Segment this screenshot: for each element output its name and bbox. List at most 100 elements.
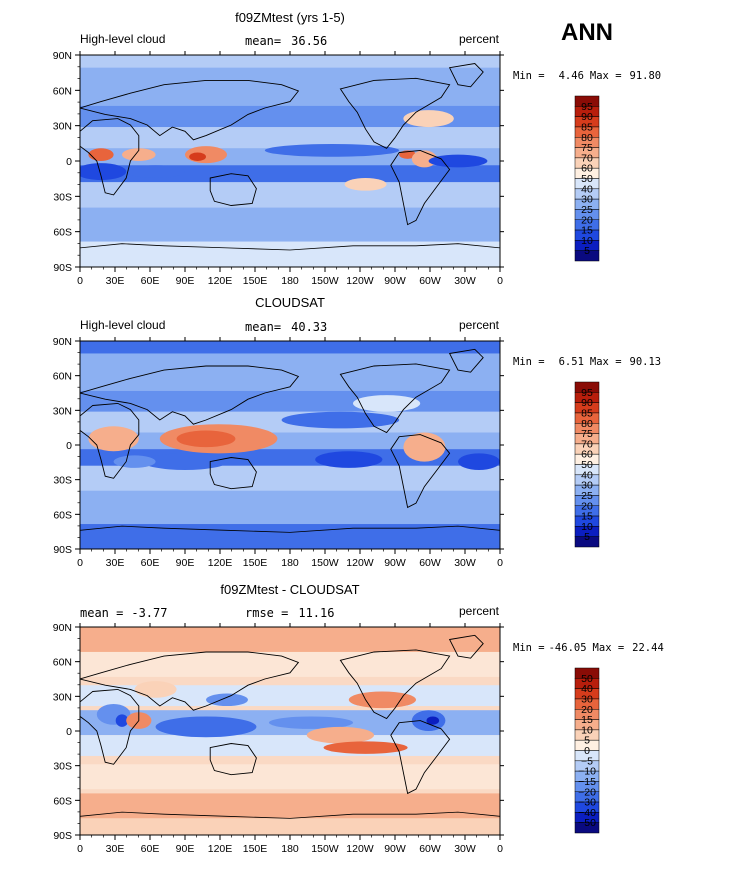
- colorbar-label: 70: [581, 438, 593, 450]
- field-contour: [403, 432, 446, 462]
- colorbar-label: 25: [581, 490, 593, 502]
- x-tick-label: 60W: [419, 275, 441, 287]
- x-tick-label: 30E: [106, 557, 125, 569]
- y-tick-label: 90N: [53, 336, 72, 348]
- field-band: [80, 105, 500, 128]
- x-tick-label: 60W: [419, 557, 441, 569]
- field-contour: [88, 426, 139, 452]
- field-contour: [403, 110, 454, 128]
- x-tick-label: 90E: [176, 843, 195, 855]
- coastline: [448, 348, 484, 373]
- mean-label: mean= 36.56: [245, 34, 327, 48]
- y-tick-label: 60N: [53, 657, 72, 669]
- y-tick-label: 60S: [53, 227, 72, 239]
- coastline: [80, 118, 140, 196]
- colorbar-label: 20: [581, 500, 593, 512]
- field-contour: [155, 716, 257, 738]
- colorbar-label: 5: [584, 531, 590, 543]
- coastline: [339, 77, 451, 149]
- field-band: [80, 793, 500, 819]
- map-area: 0 30E 60E 90E 120E 150E 180 150W 120W 90W 60W 30W 09…: [53, 622, 504, 855]
- variable-label: High-level cloud: [80, 32, 165, 46]
- field-contour: [115, 714, 129, 727]
- x-tick-label: 0: [497, 557, 503, 569]
- field-contour: [143, 453, 227, 470]
- y-tick-label: 30N: [53, 405, 72, 417]
- x-tick-label: 90W: [384, 557, 406, 569]
- x-tick-label: 120E: [208, 275, 233, 287]
- colorbar-label: 75: [581, 142, 593, 154]
- x-tick-label: 150E: [243, 557, 268, 569]
- y-tick-label: 30S: [53, 761, 72, 773]
- y-tick-label: 30N: [53, 121, 72, 133]
- field-contour: [134, 681, 177, 698]
- x-tick-label: 150E: [243, 275, 268, 287]
- field-band: [80, 165, 500, 183]
- colorbar-label: 75: [581, 428, 593, 440]
- y-tick-label: 90S: [53, 262, 72, 274]
- colorbar-label: 10: [581, 521, 593, 533]
- x-tick-label: 90W: [384, 843, 406, 855]
- field-contour: [315, 451, 383, 468]
- colorbar-label: 85: [581, 407, 593, 419]
- season-label: ANN: [561, 19, 613, 46]
- colorbar-label: −20: [578, 786, 596, 798]
- x-tick-label: 180: [281, 275, 299, 287]
- y-tick-label: 90S: [53, 830, 72, 842]
- units-label: percent: [459, 604, 500, 618]
- y-tick-label: 60N: [53, 371, 72, 383]
- panel-observation: CLOUDSAT High-level cloud mean= 40.33 per…: [53, 295, 661, 569]
- coastline: [80, 79, 300, 141]
- y-tick-label: 60S: [53, 795, 72, 807]
- colorbar-label: −50: [578, 817, 596, 829]
- x-tick-label: 120W: [346, 843, 374, 855]
- colorbar-label: −40: [578, 807, 596, 819]
- coastline: [448, 634, 484, 659]
- colorbar-label: 10: [581, 235, 593, 247]
- y-tick-label: 90N: [53, 622, 72, 634]
- x-tick-label: 150W: [311, 275, 339, 287]
- antarctica-coastline: [80, 811, 500, 819]
- colorbar-label: −5: [581, 755, 593, 767]
- field-band: [80, 735, 500, 756]
- colorbar-label: 15: [581, 225, 593, 237]
- coastline: [339, 649, 451, 720]
- colorbar-label: 50: [581, 459, 593, 471]
- colorbar-label: 80: [581, 418, 593, 430]
- colorbar-label: 95: [581, 101, 593, 113]
- field-band: [80, 490, 500, 525]
- coastline: [390, 434, 451, 509]
- panel-title: f09ZMtest (yrs 1-5): [235, 10, 345, 25]
- x-tick-label: 60W: [419, 843, 441, 855]
- colorbar-label: 15: [581, 511, 593, 523]
- field-contour: [348, 691, 416, 709]
- colorbar-label: 20: [581, 704, 593, 716]
- field-band: [80, 818, 500, 835]
- coastline: [339, 363, 451, 434]
- colorbar-label: 60: [581, 163, 593, 175]
- field-contour: [176, 430, 236, 448]
- field-contour: [269, 716, 353, 729]
- mean-label: mean= 40.33: [245, 320, 327, 334]
- coastline: [390, 720, 451, 795]
- colorbar-label: −15: [578, 776, 596, 788]
- field-contour: [113, 455, 156, 468]
- x-tick-label: 150E: [243, 843, 268, 855]
- colorbar-label: 5: [584, 245, 590, 257]
- field-band: [80, 390, 500, 412]
- rmse-label: rmse = 11.16: [245, 606, 334, 620]
- x-tick-label: 30W: [454, 275, 476, 287]
- x-tick-label: 90W: [384, 275, 406, 287]
- coastline: [209, 743, 257, 776]
- field-band: [80, 127, 500, 149]
- map-field: [80, 55, 500, 267]
- field-band: [80, 764, 500, 790]
- x-tick-label: 0: [77, 275, 83, 287]
- y-tick-label: 90S: [53, 544, 72, 556]
- antarctica-coastline: [80, 525, 500, 533]
- field-contour: [126, 165, 185, 178]
- x-tick-label: 0: [497, 843, 503, 855]
- min-max-readout: Min = 4.46 Max = 91.80: [513, 70, 661, 82]
- colorbar-label: 40: [581, 469, 593, 481]
